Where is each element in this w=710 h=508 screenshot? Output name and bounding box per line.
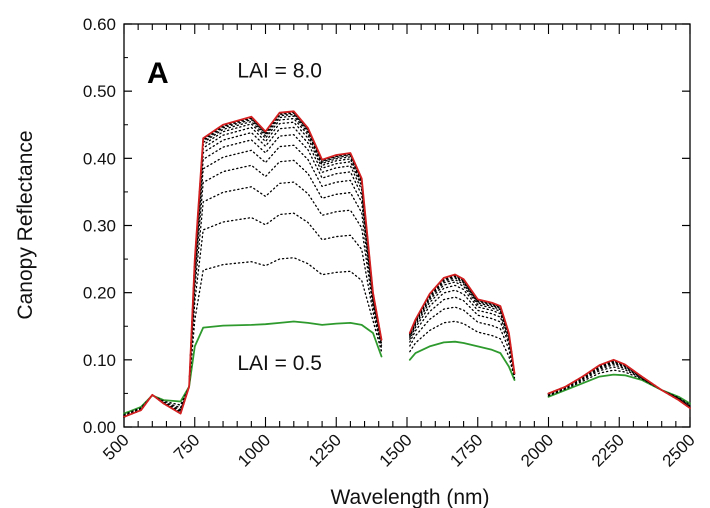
series-line-5-seg-0 xyxy=(123,144,383,418)
series-line-15-seg-0 xyxy=(123,110,383,418)
series-line-5-seg-1 xyxy=(409,284,516,376)
series-line-0-seg-2 xyxy=(547,373,691,405)
series-line-9-seg-1 xyxy=(409,276,516,375)
y-axis-title: Canopy Reflectance xyxy=(14,130,37,319)
series-line-3-seg-1 xyxy=(409,296,516,377)
y-tick-label: 0.60 xyxy=(83,15,116,34)
y-tick-label: 0.10 xyxy=(83,351,116,370)
series-line-6-seg-1 xyxy=(409,281,516,375)
x-axis-title: Wavelength (nm) xyxy=(330,486,489,508)
series-line-2-seg-2 xyxy=(547,366,691,407)
x-tick-label: 750 xyxy=(170,430,203,463)
series-line-4-seg-0 xyxy=(123,159,383,417)
panel-label: A xyxy=(147,57,169,90)
series-line-1-seg-0 xyxy=(123,257,383,416)
series-line-2-seg-1 xyxy=(409,306,516,378)
x-tick-label: 1500 xyxy=(376,430,416,470)
x-tick-label: 1250 xyxy=(305,430,345,470)
x-tick-label: 1000 xyxy=(234,430,274,470)
series-line-4-seg-1 xyxy=(409,289,516,376)
y-tick-label: 0.20 xyxy=(83,284,116,303)
series-line-1-seg-2 xyxy=(547,369,691,406)
annotation-lai-8: LAI = 8.0 xyxy=(237,60,322,83)
series-line-15-seg-1 xyxy=(408,273,516,375)
series-line-8-seg-1 xyxy=(409,277,516,375)
series-line-0-seg-0 xyxy=(123,320,383,415)
series-line-1-seg-1 xyxy=(409,320,516,379)
curves-group xyxy=(123,110,691,418)
x-tick-label: 2000 xyxy=(517,430,557,470)
y-tick-label: 0.50 xyxy=(83,82,116,101)
series-line-13-seg-1 xyxy=(409,274,516,374)
x-tick-label: 2500 xyxy=(659,430,699,470)
series-line-2-seg-0 xyxy=(123,212,383,416)
annotation-lai-0-5: LAI = 0.5 xyxy=(237,352,322,375)
series-line-15-seg-2 xyxy=(547,358,691,410)
x-tick-label: 1750 xyxy=(446,430,486,470)
y-tick-label: 0.40 xyxy=(83,149,116,168)
y-tick-label: 0.00 xyxy=(83,418,116,437)
series-line-7-seg-1 xyxy=(409,279,516,375)
series-line-0-seg-1 xyxy=(408,340,516,381)
x-tick-label: 2250 xyxy=(588,430,628,470)
y-tick-label: 0.30 xyxy=(83,217,116,236)
series-line-3-seg-0 xyxy=(123,181,383,417)
